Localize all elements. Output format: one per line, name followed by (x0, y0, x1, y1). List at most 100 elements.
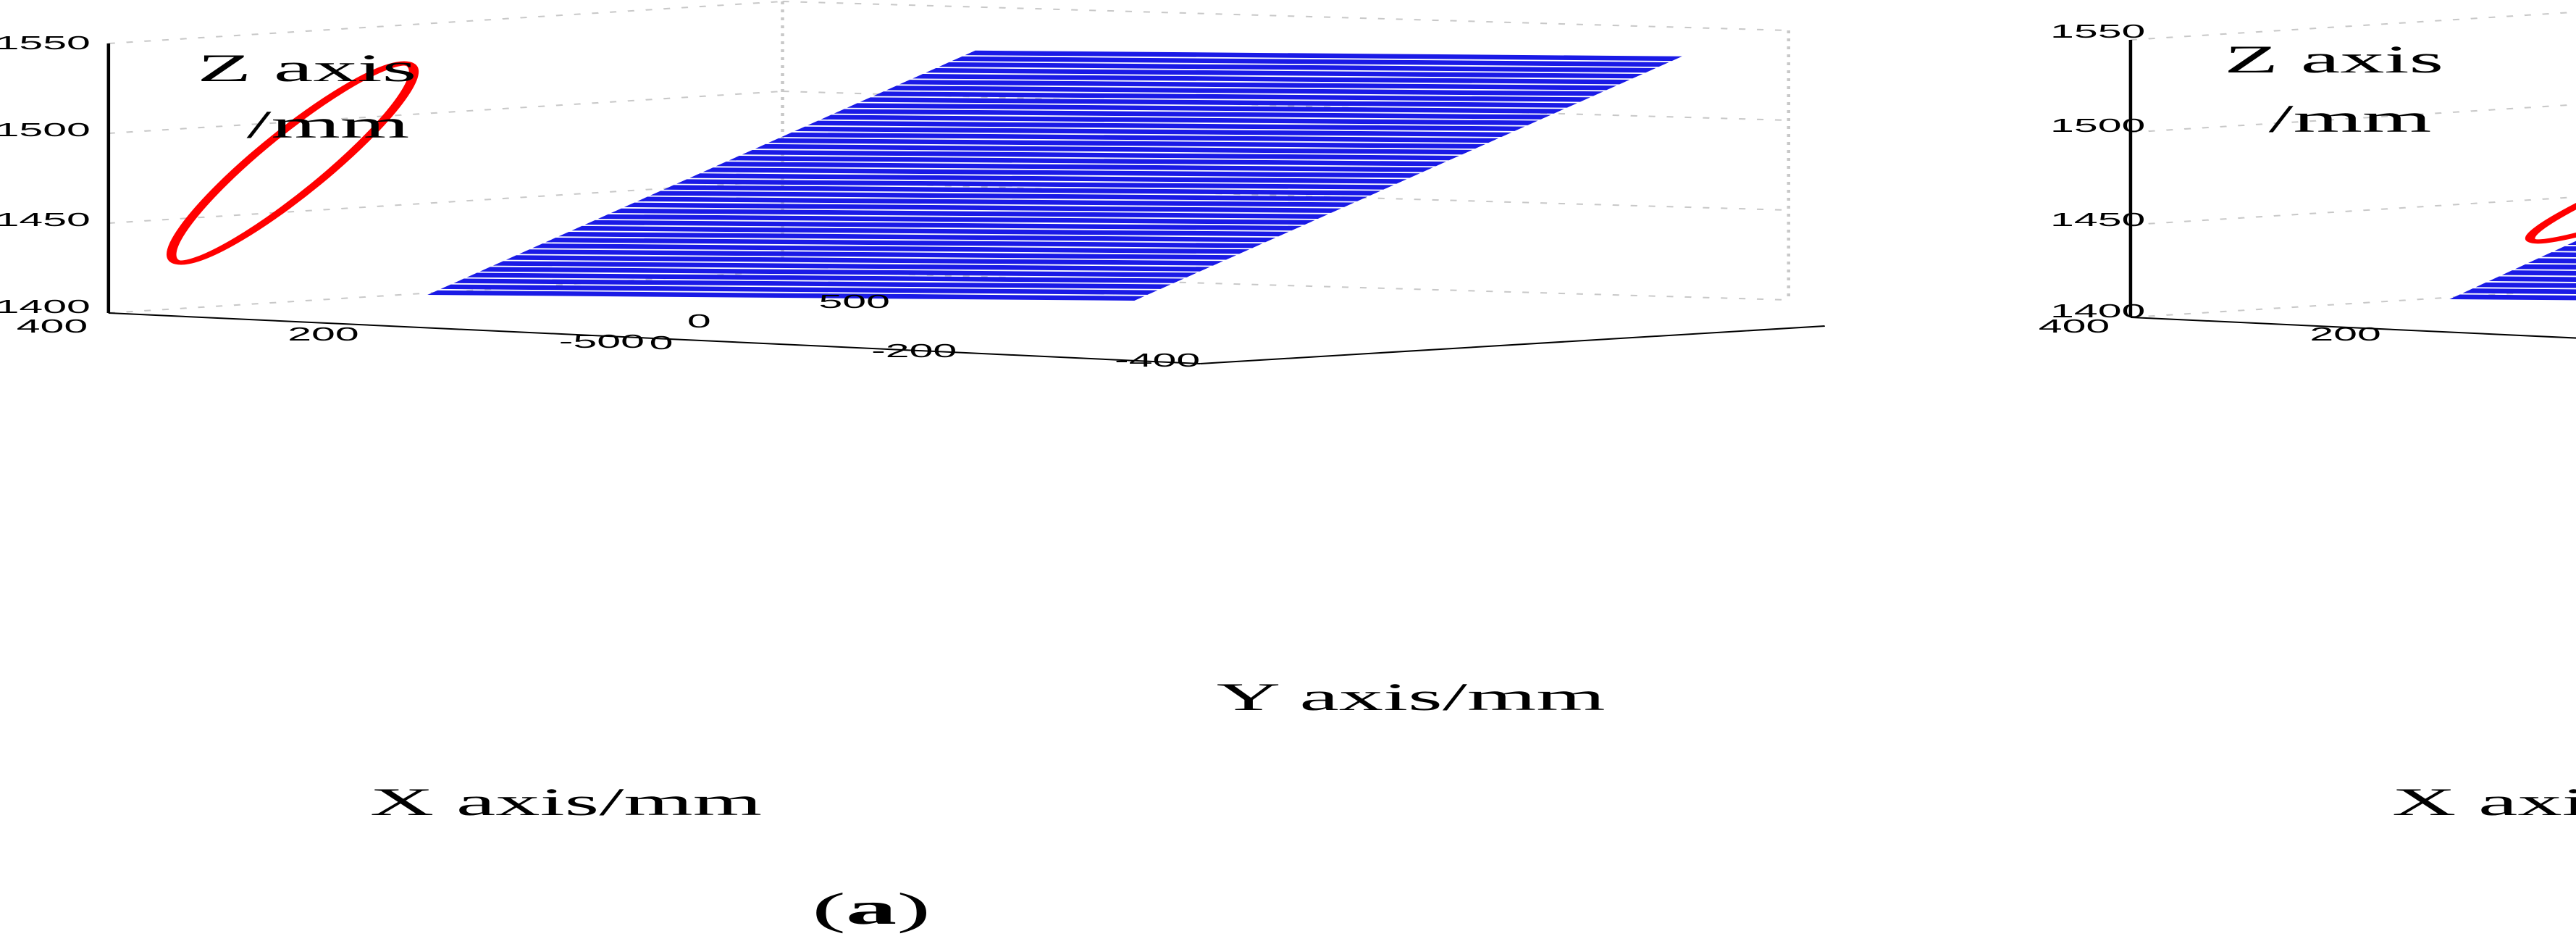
x-tick-label: 200 (288, 324, 358, 345)
scan-line-band (545, 238, 1263, 249)
grid-line (108, 180, 783, 224)
scan-line-band (847, 103, 1564, 114)
z-tick-label: 1550 (0, 33, 91, 54)
point-cloud (2449, 241, 2576, 301)
scan-line-band (729, 156, 1446, 167)
point-cloud (427, 50, 1682, 301)
scan-line-band (926, 67, 1643, 79)
scan-line-band (505, 255, 1224, 266)
scan-line-band (702, 167, 1420, 178)
scan-line-band (2541, 252, 2576, 258)
y-tick-label: 500 (818, 291, 889, 312)
caption-letter: a (846, 884, 897, 934)
scan-line-band (650, 191, 1368, 201)
z-tick-label: 1400 (2050, 301, 2145, 322)
x-tick-label: 400 (2039, 316, 2110, 337)
x-tick-label: -200 (871, 341, 957, 362)
scan-line-band (873, 91, 1591, 102)
z-tick-label: 1550 (2050, 21, 2145, 42)
caption-paren-close: ) (897, 884, 931, 934)
z-tick-label: 1400 (0, 296, 91, 317)
scan-line-band (807, 120, 1525, 131)
scan-line-band (899, 80, 1617, 91)
panel-caption: (a) (812, 884, 931, 934)
scan-line-band (965, 50, 1682, 62)
scan-line-band (2449, 294, 2576, 301)
y-axis-line (1199, 325, 1826, 364)
scan-line-band (912, 74, 1630, 85)
scan-line-band (755, 143, 1473, 155)
scan-line-band (952, 56, 1669, 67)
scan-line-band (637, 196, 1355, 207)
scan-line-band (821, 114, 1538, 125)
scan-line-band (584, 220, 1302, 231)
scan-line-band (492, 261, 1210, 272)
scan-line-band (558, 231, 1276, 243)
scan-line-band (2514, 264, 2576, 270)
x-axis-title: X axis/mm (370, 781, 762, 824)
grid-line (108, 1, 783, 44)
scan-line-band (479, 267, 1197, 277)
axes-box (2128, 11, 2576, 339)
scan-line-band (453, 278, 1171, 289)
z-axis-unit: /mm (247, 104, 410, 146)
grid-line (108, 91, 783, 134)
caption-paren-open: ( (812, 884, 846, 934)
grid-line (782, 1, 1789, 31)
x-axis-title: X axis/mm (2392, 781, 2576, 824)
scan-line-band (781, 132, 1499, 143)
grid-line (108, 270, 783, 314)
scan-line-band (2488, 276, 2576, 282)
grid-line (2130, 196, 2576, 226)
grid-line (2130, 11, 2576, 41)
grid-line (2130, 288, 2576, 318)
z-axis-title: Z axis (2224, 38, 2443, 81)
scan-line-band (834, 109, 1551, 120)
z-axis-title: Z axis (197, 47, 416, 90)
scan-line-band (519, 249, 1237, 260)
scan-line-band (624, 202, 1342, 213)
scan-line-band (676, 179, 1394, 190)
scan-line-band (768, 138, 1486, 149)
x-axis-line (2130, 317, 2576, 339)
scan-line-band (939, 62, 1656, 73)
scan-line-band (597, 214, 1315, 225)
z-tick-label: 1500 (2050, 115, 2145, 136)
scan-line-band (2554, 246, 2576, 251)
scan-line-band (716, 162, 1433, 172)
grid-line (782, 270, 1789, 301)
scan-line-band (427, 290, 1145, 301)
highlight-ellipse (166, 61, 419, 265)
z-tick-label: 1450 (2050, 209, 2145, 230)
scan-line-band (689, 173, 1407, 184)
scan-line-band (2527, 258, 2576, 264)
scan-line-band (742, 149, 1459, 161)
scan-line-band (532, 243, 1250, 254)
scan-line-band (794, 126, 1512, 137)
scan-line-band (440, 284, 1158, 295)
grid-line (2130, 104, 2576, 133)
z-tick-label: 1500 (0, 120, 91, 141)
x-tick-label: 400 (17, 316, 88, 337)
y-tick-label: 0 (687, 311, 711, 332)
x-axis-line (108, 312, 1201, 364)
scan-line-band (466, 272, 1184, 283)
scan-line-band (571, 225, 1289, 237)
z-tick-label: 1450 (0, 209, 91, 230)
z-axis-unit: /mm (2269, 98, 2432, 141)
x-tick-label: 200 (2309, 324, 2380, 345)
x-tick-label: -400 (1115, 350, 1200, 371)
scan-line-band (611, 208, 1328, 219)
highlight-ellipse (2525, 35, 2576, 244)
scan-line-band (2475, 282, 2576, 288)
scan-line-band (2501, 270, 2576, 276)
y-tick-label: -500 (559, 331, 645, 352)
y-axis-title: Y axis/mm (1217, 676, 1606, 719)
scan-line-band (2462, 288, 2576, 294)
scan-line-band (663, 185, 1381, 196)
scan-line-band (886, 85, 1604, 96)
